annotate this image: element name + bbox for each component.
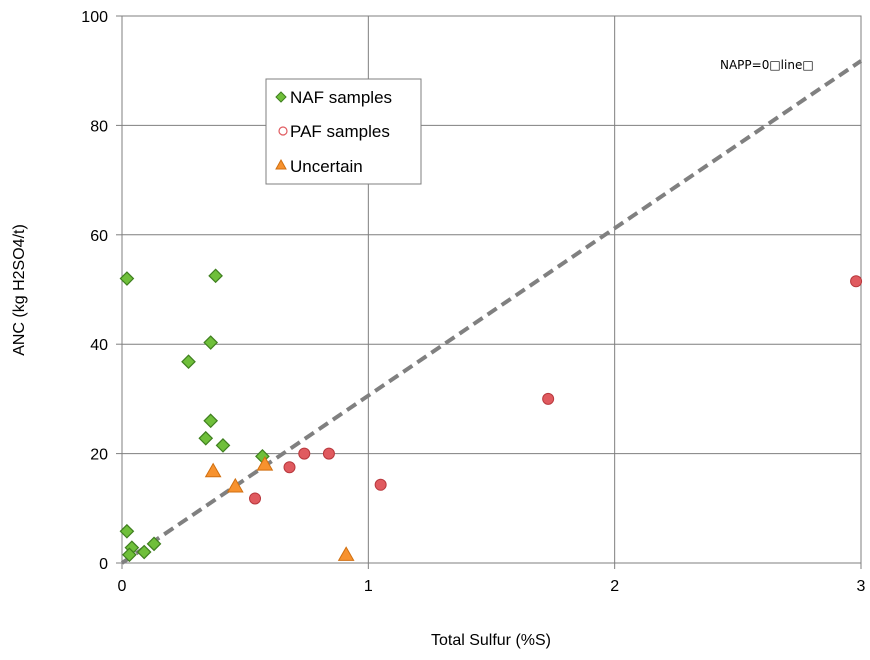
x-axis-title: Total Sulfur (%S) (431, 632, 551, 649)
legend-box (265, 78, 422, 185)
x-tick-labels: 0 1 2 3 (118, 578, 866, 595)
legend-item-uncertain: Uncertain (275, 157, 363, 176)
data-point-circle (249, 492, 262, 505)
legend-item-paf: PAF samples (278, 122, 390, 141)
legend-marker-naf (275, 91, 287, 103)
napp-zero-line (120, 59, 863, 565)
napp-line-label: NAPP=0□line□ (720, 58, 814, 72)
data-point-diamond (146, 536, 162, 552)
y-tick-label: 0 (99, 556, 108, 573)
legend-label-paf: PAF samples (290, 122, 390, 141)
data-point-diamond (208, 268, 223, 284)
data-point-diamond (215, 438, 231, 453)
data-point-triangle (204, 462, 222, 478)
y-tick-labels: 0 20 40 60 80 100 (81, 9, 108, 573)
data-point-circle (542, 392, 555, 405)
x-tick-label: 2 (610, 578, 619, 595)
data-point-circle (850, 275, 863, 288)
legend-label-uncertain: Uncertain (290, 157, 363, 176)
data-point-triangle (256, 456, 274, 471)
plot-area-border (121, 15, 862, 564)
x-tick-label: 3 (857, 578, 866, 595)
y-tick-label: 40 (90, 337, 108, 354)
grid-lines (116, 15, 862, 569)
legend-marker-uncertain (275, 158, 287, 170)
data-point-circle (374, 478, 387, 491)
data-point-diamond (181, 354, 196, 370)
data-point-circle (322, 447, 335, 460)
y-axis-title: ANC (kg H2SO4/t) (11, 224, 28, 356)
data-point-diamond (119, 523, 135, 539)
legend-marker-paf (278, 126, 288, 136)
data-points (119, 268, 863, 563)
data-point-diamond (122, 547, 137, 563)
data-point-diamond (203, 335, 219, 350)
legend: NAF samples PAF samples Uncertain (265, 78, 422, 185)
data-point-diamond (119, 271, 135, 286)
x-tick-label: 1 (364, 578, 373, 595)
legend-item-naf: NAF samples (275, 88, 392, 107)
data-point-circle (298, 447, 311, 460)
data-point-diamond (198, 430, 214, 446)
data-point-diamond (136, 544, 152, 560)
legend-label-naf: NAF samples (290, 88, 392, 107)
napp-line-group (120, 59, 863, 565)
data-point-circle (283, 461, 296, 474)
x-tick-label: 0 (118, 578, 127, 595)
y-tick-label: 80 (90, 118, 108, 135)
data-point-triangle (226, 477, 244, 493)
y-tick-label: 100 (81, 9, 108, 26)
data-point-diamond (203, 413, 219, 429)
y-tick-label: 20 (90, 447, 108, 464)
data-point-triangle (337, 546, 355, 561)
y-tick-label: 60 (90, 228, 108, 245)
